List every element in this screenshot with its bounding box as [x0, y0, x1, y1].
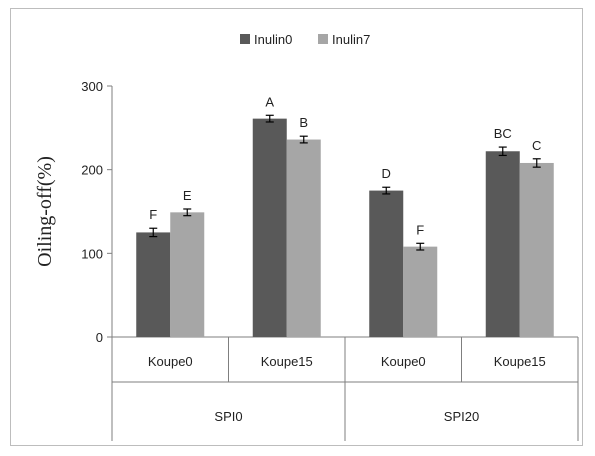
legend-label: Inulin7 [332, 32, 370, 47]
x-category-label: Koupe0 [148, 354, 193, 369]
bar [252, 118, 287, 337]
x-category-label: Koupe0 [381, 354, 426, 369]
x-category-label: Koupe15 [494, 354, 546, 369]
chart-frame: 0 100 200 300 Oiling-off(%) Koupe0 Koupe15 Koup… [10, 8, 583, 446]
y-axis-label: Oiling-off(%) [34, 156, 56, 267]
bar [485, 151, 520, 337]
bar [519, 162, 554, 337]
legend-swatch [240, 34, 250, 44]
significance-letter: A [265, 94, 274, 109]
y-tick-label: 100 [81, 246, 103, 261]
legend-swatch [318, 34, 328, 44]
x-group-label: SPI0 [214, 409, 242, 424]
significance-letter: BC [494, 126, 512, 141]
x-group-label: SPI20 [444, 409, 479, 424]
bar-chart: 0 100 200 300 Oiling-off(%) Koupe0 Koupe15 Koup… [34, 32, 579, 441]
legend-label: Inulin0 [254, 32, 292, 47]
significance-letter: E [183, 188, 192, 203]
significance-letter: B [299, 115, 308, 130]
significance-letter: F [149, 207, 157, 222]
x-category-label: Koupe15 [261, 354, 313, 369]
y-tick-label: 300 [81, 79, 103, 94]
significance-letter: C [532, 138, 541, 153]
bar [286, 139, 321, 337]
y-tick-label: 200 [81, 163, 103, 178]
bar [136, 232, 171, 337]
bar [403, 246, 438, 337]
significance-letter: F [416, 222, 424, 237]
y-tick-label: 0 [96, 330, 103, 345]
bar [170, 212, 205, 337]
bar [369, 190, 404, 337]
significance-letter: D [382, 166, 391, 181]
